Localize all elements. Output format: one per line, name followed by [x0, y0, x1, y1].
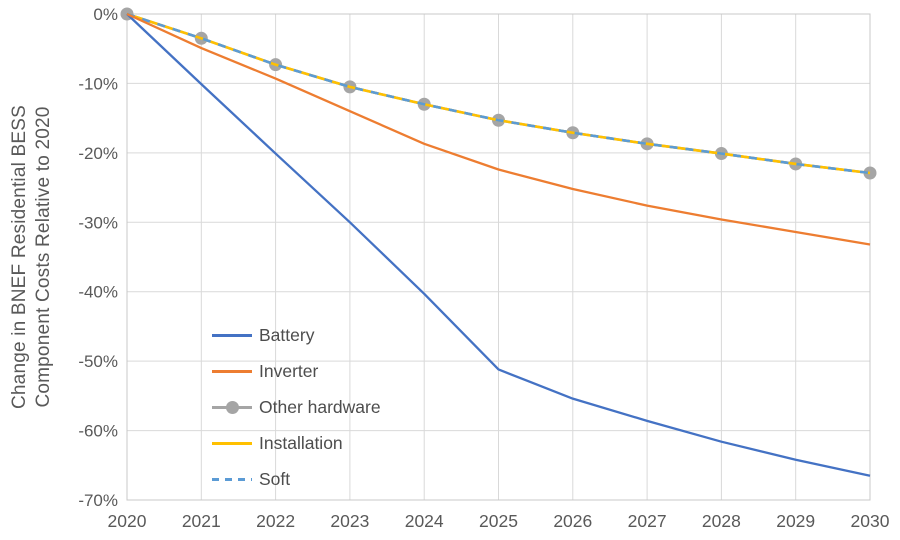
y-tick-label: 0% [93, 5, 118, 24]
other-hardware-marker-icon [225, 400, 239, 414]
x-tick-label: 2026 [553, 511, 592, 531]
legend-item-soft: Soft [212, 461, 381, 497]
y-axis-title-line1: Change in BNEF Residential BESS [9, 104, 30, 410]
series-line-battery [126, 13, 871, 477]
legend-label-other-hardware: Other hardware [259, 396, 381, 417]
legend-label-inverter: Inverter [259, 360, 319, 381]
legend-item-battery: Battery [212, 317, 381, 353]
x-tick-label: 2027 [628, 511, 667, 531]
y-axis-title: Change in BNEF Residential BESS Componen… [8, 7, 56, 507]
y-tick-label: -40% [78, 283, 118, 302]
x-tick-label: 2023 [330, 511, 369, 531]
soft-line-swatch [212, 477, 252, 481]
x-tick-label: 2020 [108, 511, 147, 531]
legend-item-inverter: Inverter [212, 353, 381, 389]
inverter-line-swatch [212, 369, 252, 373]
x-tick-label: 2021 [182, 511, 221, 531]
legend-label-installation: Installation [259, 432, 343, 453]
installation-line-swatch [212, 441, 252, 445]
legend-label-soft: Soft [259, 468, 291, 489]
series-line-soft [126, 12, 871, 175]
y-tick-label: -70% [78, 491, 118, 510]
battery-line-swatch [212, 333, 252, 337]
y-tick-label: -30% [78, 213, 118, 232]
legend-label-battery: Battery [259, 324, 315, 345]
y-tick-label: -60% [78, 422, 118, 441]
series-line-inverter [126, 12, 871, 246]
x-tick-label: 2028 [702, 511, 741, 531]
y-tick-label: -10% [78, 74, 118, 93]
other-hardware-line-swatch [212, 400, 252, 414]
x-tick-label: 2029 [776, 511, 815, 531]
x-tick-label: 2024 [405, 511, 444, 531]
y-tick-label: -50% [78, 352, 118, 371]
x-tick-label: 2025 [479, 511, 518, 531]
y-axis-title-line2: Component Costs Relative to 2020 [33, 106, 54, 408]
plot-border [126, 13, 871, 501]
x-tick-label: 2022 [256, 511, 295, 531]
legend-item-installation: Installation [212, 425, 381, 461]
legend-item-other-hardware: Other hardware [212, 389, 381, 425]
legend: Battery Inverter Other hardware Installa… [212, 317, 381, 497]
x-tick-label: 2030 [851, 511, 890, 531]
y-tick-label: -20% [78, 144, 118, 163]
